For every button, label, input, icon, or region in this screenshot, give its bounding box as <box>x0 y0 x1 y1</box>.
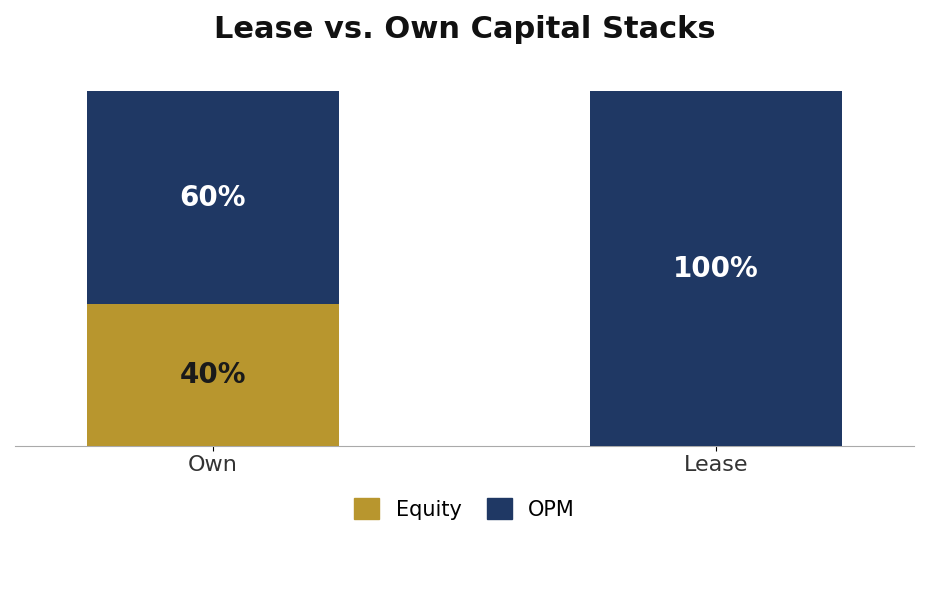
Bar <box>589 91 841 446</box>
Bar <box>87 91 339 304</box>
Text: 40%: 40% <box>179 361 246 389</box>
Title: Lease vs. Own Capital Stacks: Lease vs. Own Capital Stacks <box>213 15 715 44</box>
Text: 100%: 100% <box>673 254 758 283</box>
Bar <box>87 304 339 446</box>
Legend: Equity, OPM: Equity, OPM <box>354 498 574 520</box>
Text: 60%: 60% <box>179 184 246 212</box>
